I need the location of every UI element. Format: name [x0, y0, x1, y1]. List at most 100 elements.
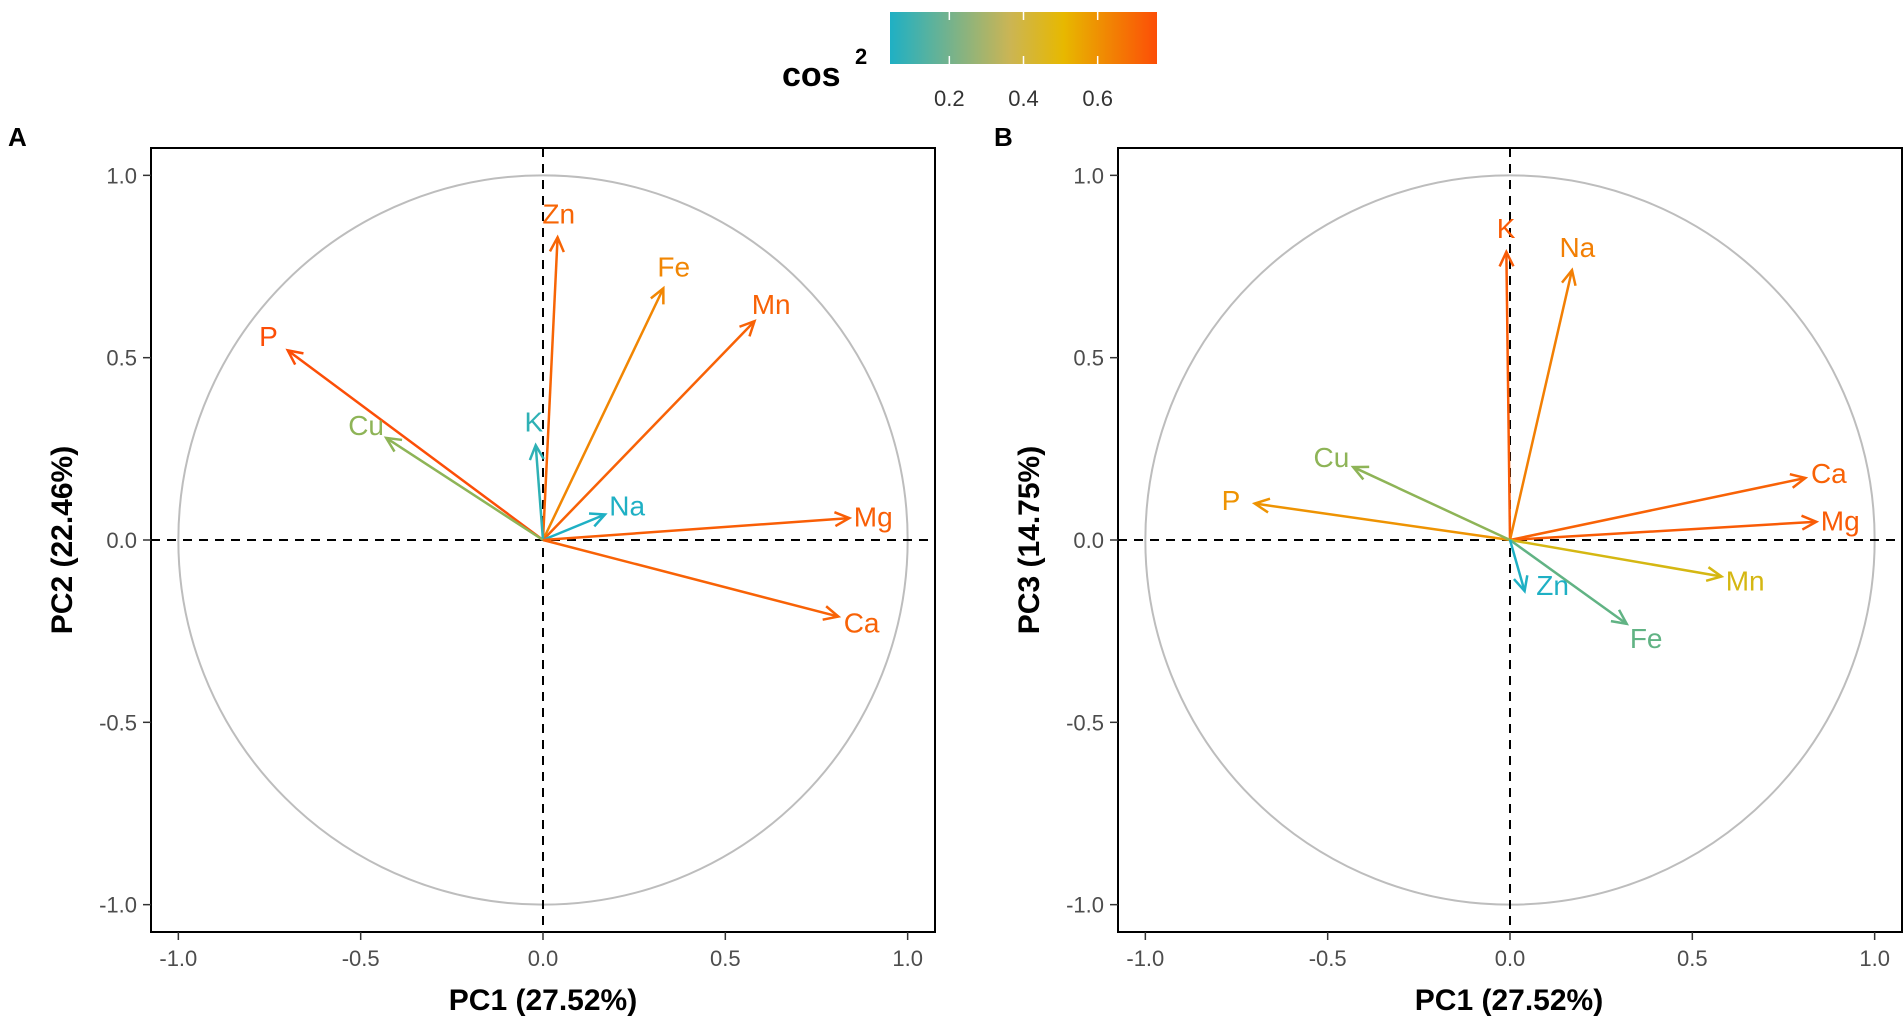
variable-label-fe: Fe	[1630, 623, 1663, 654]
arrow-head	[1801, 514, 1820, 531]
arrow-head	[1610, 609, 1630, 626]
arrow-shaft	[385, 436, 544, 542]
legend-title: cos	[782, 56, 841, 94]
variable-arrow-k: K	[1497, 213, 1516, 541]
legend-colorbar	[890, 12, 1157, 64]
variable-arrow-k: K	[525, 406, 545, 541]
x-axis-title-b: PC1 (27.52%)	[1415, 984, 1603, 1017]
variable-label-k: K	[1497, 213, 1516, 244]
arrow-head	[1789, 472, 1809, 489]
y-tick-label: 1.0	[106, 163, 137, 188]
variable-label-zn: Zn	[542, 198, 575, 229]
panel-letter-a: A	[8, 122, 27, 152]
variable-arrow-cu: Cu	[1314, 442, 1511, 542]
x-tick-label: 0.5	[1677, 946, 1708, 971]
x-tick-label: -0.5	[342, 946, 380, 971]
arrow-head	[1513, 575, 1529, 594]
y-axis-title-b: PC3 (14.75%)	[1013, 446, 1046, 634]
x-tick-label: 0.5	[710, 946, 741, 971]
variable-label-mn: Mn	[752, 289, 791, 320]
y-tick-label: 0.0	[1073, 528, 1104, 553]
x-tick-label: 1.0	[1859, 946, 1890, 971]
x-tick-label: 1.0	[892, 946, 923, 971]
panel-b: B -1.0 -0.5 0.0 0.5 1.0 -1.0 -0.5 0.0 0.5 1.0 K Na C…	[994, 122, 1903, 1017]
arrow-head	[822, 605, 842, 621]
arrow-head	[383, 436, 403, 453]
variable-label-ca: Ca	[1811, 458, 1847, 489]
arrow-shaft	[542, 320, 756, 541]
arrow-shaft	[286, 349, 544, 542]
variable-arrow-fe: Fe	[541, 252, 690, 541]
variable-label-na: Na	[609, 490, 645, 521]
arrow-shaft	[542, 513, 606, 542]
arrow-shaft	[1352, 465, 1511, 542]
y-tick-label: -0.5	[1066, 710, 1104, 735]
arrow-head	[548, 234, 565, 253]
arrow-shaft	[542, 516, 850, 542]
variable-label-mn: Mn	[1726, 566, 1765, 597]
arrow-head	[833, 511, 853, 528]
arrow-shaft	[1505, 251, 1512, 541]
variable-arrow-ca: Ca	[1509, 458, 1847, 542]
variable-label-cu: Cu	[348, 410, 384, 441]
arrow-shaft	[1509, 538, 1628, 625]
variable-label-zn: Zn	[1536, 570, 1569, 601]
x-tick-label: -1.0	[1126, 946, 1164, 971]
variable-arrow-zn: Zn	[1508, 539, 1569, 601]
arrow-head	[1251, 497, 1271, 514]
y-axis-title-a: PC2 (22.46%)	[46, 446, 79, 634]
y-tick-label: 0.5	[1073, 346, 1104, 371]
variable-label-na: Na	[1559, 232, 1595, 263]
arrow-shaft	[534, 445, 545, 541]
legend-tick-label: 0.2	[934, 86, 965, 111]
y-tick-label: 1.0	[1073, 163, 1104, 188]
variable-label-k: K	[525, 406, 544, 437]
arrow-head	[650, 285, 665, 305]
arrow-shaft	[1509, 476, 1806, 542]
variable-label-mg: Mg	[1821, 505, 1860, 536]
variable-label-p: P	[1222, 485, 1241, 516]
cos2-legend: cos 2 0.2 0.4 0.6	[782, 12, 1157, 111]
y-tick-label: -0.5	[99, 710, 137, 735]
variable-arrow-cu: Cu	[348, 410, 544, 542]
legend-tick-label: 0.6	[1082, 86, 1113, 111]
variable-arrow-mg: Mg	[542, 501, 893, 542]
arrow-head	[1561, 267, 1577, 287]
variable-label-mg: Mg	[854, 501, 893, 532]
variable-arrow-mn: Mn	[1509, 538, 1765, 597]
variable-arrow-mn: Mn	[542, 289, 791, 541]
y-tick-label: 0.5	[106, 346, 137, 371]
variable-arrow-zn: Zn	[541, 198, 575, 541]
variable-label-ca: Ca	[844, 608, 880, 639]
arrow-shaft	[1508, 539, 1526, 592]
variable-arrow-na: Na	[542, 490, 646, 542]
x-tick-label: -1.0	[159, 946, 197, 971]
arrow-shaft	[1508, 269, 1574, 541]
variable-label-fe: Fe	[657, 252, 690, 283]
legend-tick-label: 0.4	[1008, 86, 1039, 111]
variable-arrow-fe: Fe	[1509, 538, 1663, 654]
arrow-shaft	[542, 538, 839, 618]
y-tick-label: -1.0	[1066, 893, 1104, 918]
arrow-head	[588, 512, 608, 528]
arrow-head	[1498, 249, 1515, 267]
panel-letter-b: B	[994, 122, 1013, 152]
arrow-shaft	[541, 287, 665, 541]
arrow-shaft	[541, 237, 559, 541]
x-tick-label: 0.0	[528, 946, 559, 971]
variable-arrow-ca: Ca	[542, 538, 880, 639]
arrow-head	[739, 319, 757, 337]
x-axis-title-a: PC1 (27.52%)	[449, 984, 637, 1017]
arrow-shaft	[1509, 520, 1817, 542]
arrow-head	[285, 348, 304, 366]
arrow-head	[528, 442, 545, 461]
variable-arrow-na: Na	[1508, 232, 1596, 541]
variable-arrow-mg: Mg	[1509, 505, 1860, 542]
y-tick-label: 0.0	[106, 528, 137, 553]
x-tick-label: 0.0	[1495, 946, 1526, 971]
arrow-head	[1350, 465, 1370, 481]
arrow-head	[1705, 566, 1725, 583]
variable-arrow-p: P	[1222, 485, 1511, 542]
panel-a: A -1.0 -0.5 0.0 0.5 1.0 -1.0 -0.5 0.0 0.5 1.0 Zn Fe…	[8, 122, 936, 1017]
